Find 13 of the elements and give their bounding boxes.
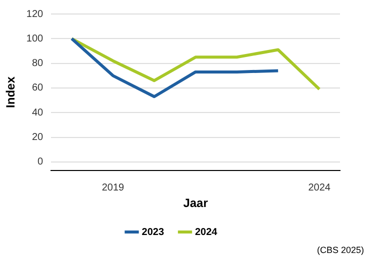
x-axis-title: Jaar xyxy=(183,196,208,210)
y-tick-label: 100 xyxy=(26,33,44,44)
y-tick-label: 80 xyxy=(32,58,44,70)
y-tick-label: 20 xyxy=(32,132,44,144)
text: (CBS 2025) xyxy=(316,244,364,255)
legend-label: 2024 xyxy=(195,226,218,238)
legend-label: 2023 xyxy=(142,226,164,238)
y-tick-label: 60 xyxy=(32,82,44,94)
y-tick-label: 40 xyxy=(32,107,44,118)
x-tick-label: 2019 xyxy=(102,182,125,194)
y-axis-title: Index xyxy=(4,76,18,108)
y-tick-label: 0 xyxy=(38,156,44,168)
y-tick-label: 120 xyxy=(26,8,44,20)
